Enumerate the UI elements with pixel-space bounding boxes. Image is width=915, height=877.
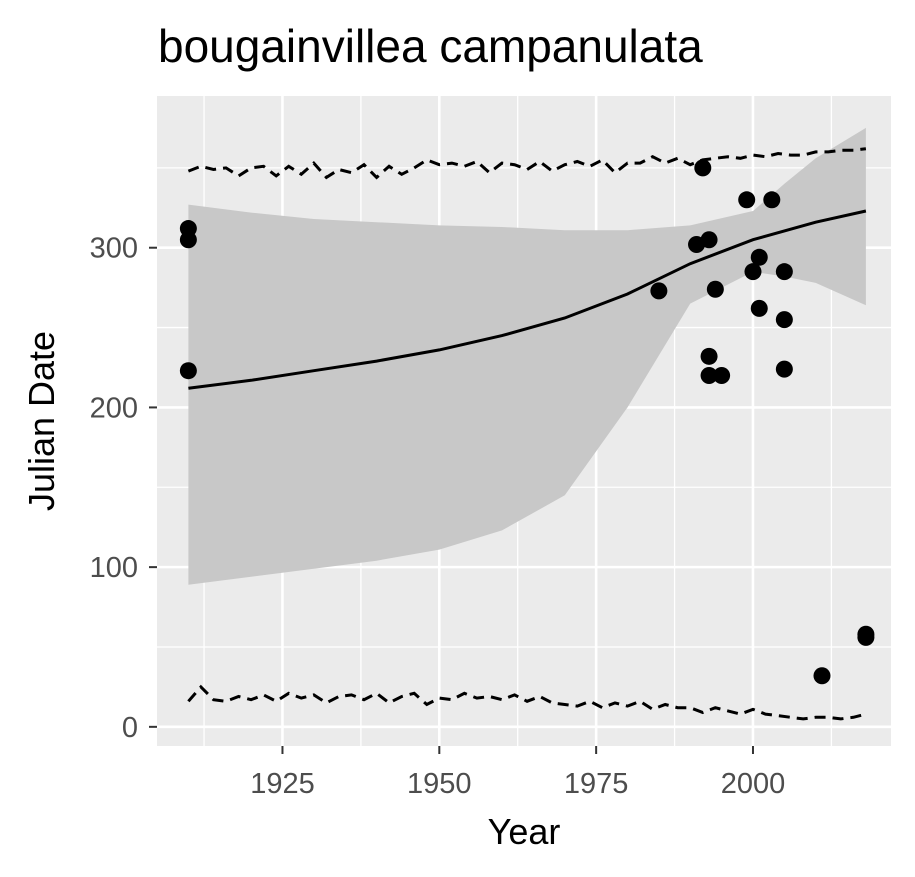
data-point xyxy=(763,191,781,209)
y-tick-label: 0 xyxy=(122,712,138,744)
data-point xyxy=(713,366,731,384)
y-tick-label: 100 xyxy=(90,552,138,584)
data-point xyxy=(700,231,718,249)
data-points xyxy=(179,159,875,685)
x-tick-labels: 1925 1950 1975 2000 xyxy=(250,768,785,800)
data-point xyxy=(813,667,831,685)
x-tick-label: 1925 xyxy=(250,768,315,800)
x-tick-label: 1950 xyxy=(407,768,472,800)
data-point xyxy=(775,360,793,378)
data-point xyxy=(738,191,756,209)
data-point xyxy=(744,263,762,281)
data-point xyxy=(179,362,197,380)
y-tick-labels: 0 100 200 300 xyxy=(90,233,138,744)
data-point xyxy=(700,366,718,384)
y-tick-label: 200 xyxy=(90,392,138,424)
dashed-lower-line xyxy=(187,684,867,721)
x-tick-label: 1975 xyxy=(564,768,629,800)
y-axis-title: Julian Date xyxy=(21,331,62,511)
data-point xyxy=(750,299,768,317)
data-point xyxy=(775,263,793,281)
x-axis-title: Year xyxy=(488,811,561,852)
x-tick-label: 2000 xyxy=(721,768,786,800)
data-point xyxy=(179,231,197,249)
data-point xyxy=(857,628,875,646)
data-point xyxy=(775,311,793,329)
data-point xyxy=(750,248,768,266)
chart-title: bougainvillea campanulata xyxy=(158,20,703,72)
y-tick-label: 300 xyxy=(90,233,138,265)
data-point xyxy=(650,282,668,300)
dashed-upper-line xyxy=(187,147,867,180)
data-point xyxy=(700,347,718,365)
axis-ticks xyxy=(149,246,754,754)
data-point xyxy=(694,159,712,177)
fit-line xyxy=(188,209,867,390)
data-point xyxy=(706,280,724,298)
